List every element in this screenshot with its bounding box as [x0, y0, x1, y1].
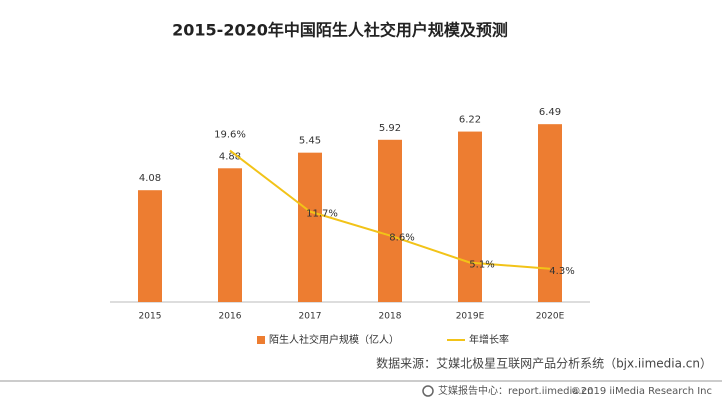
- bar-label: 4.08: [139, 173, 161, 184]
- legend-label: 陌生人社交用户规模（亿人）: [269, 333, 399, 346]
- x-tick-label: 2017: [299, 312, 322, 322]
- legend-label: 年增长率: [469, 333, 509, 346]
- bar: [138, 190, 162, 302]
- bar: [538, 124, 562, 302]
- bar-label: 6.22: [459, 115, 481, 126]
- x-tick-label: 2016: [219, 312, 242, 322]
- legend-swatch: [257, 336, 265, 344]
- footer-left: 艾媒报告中心：report.iimedia.cn: [438, 384, 593, 397]
- chart-title: 2015-2020年中国陌生人社交用户规模及预测: [172, 21, 508, 40]
- x-tick-label: 2015: [139, 312, 162, 322]
- bar: [458, 131, 482, 302]
- line-label: 5.1%: [469, 260, 494, 271]
- footer-right: ©2019 iiMedia Research Inc: [571, 386, 712, 397]
- bar: [218, 168, 242, 302]
- line: [229, 149, 551, 270]
- bar: [378, 139, 402, 302]
- x-tick-label: 2018: [379, 312, 402, 322]
- line-label: 8.6%: [389, 233, 414, 244]
- bar-label: 5.92: [379, 123, 401, 134]
- x-tick-label: 2020E: [536, 312, 565, 322]
- source: 数据来源：艾媒北极星互联网产品分析系统（bjx.iimedia.cn）: [376, 356, 712, 371]
- footer-icon: [422, 385, 434, 397]
- bar: [298, 152, 322, 302]
- line-label: 4.3%: [549, 266, 574, 277]
- bar-label: 4.88: [219, 151, 241, 162]
- line-label: 11.7%: [306, 209, 338, 220]
- bar-label: 5.45: [299, 136, 321, 147]
- x-tick-label: 2019E: [456, 312, 485, 322]
- bar-label: 6.49: [539, 107, 561, 118]
- line-label: 19.6%: [214, 130, 246, 141]
